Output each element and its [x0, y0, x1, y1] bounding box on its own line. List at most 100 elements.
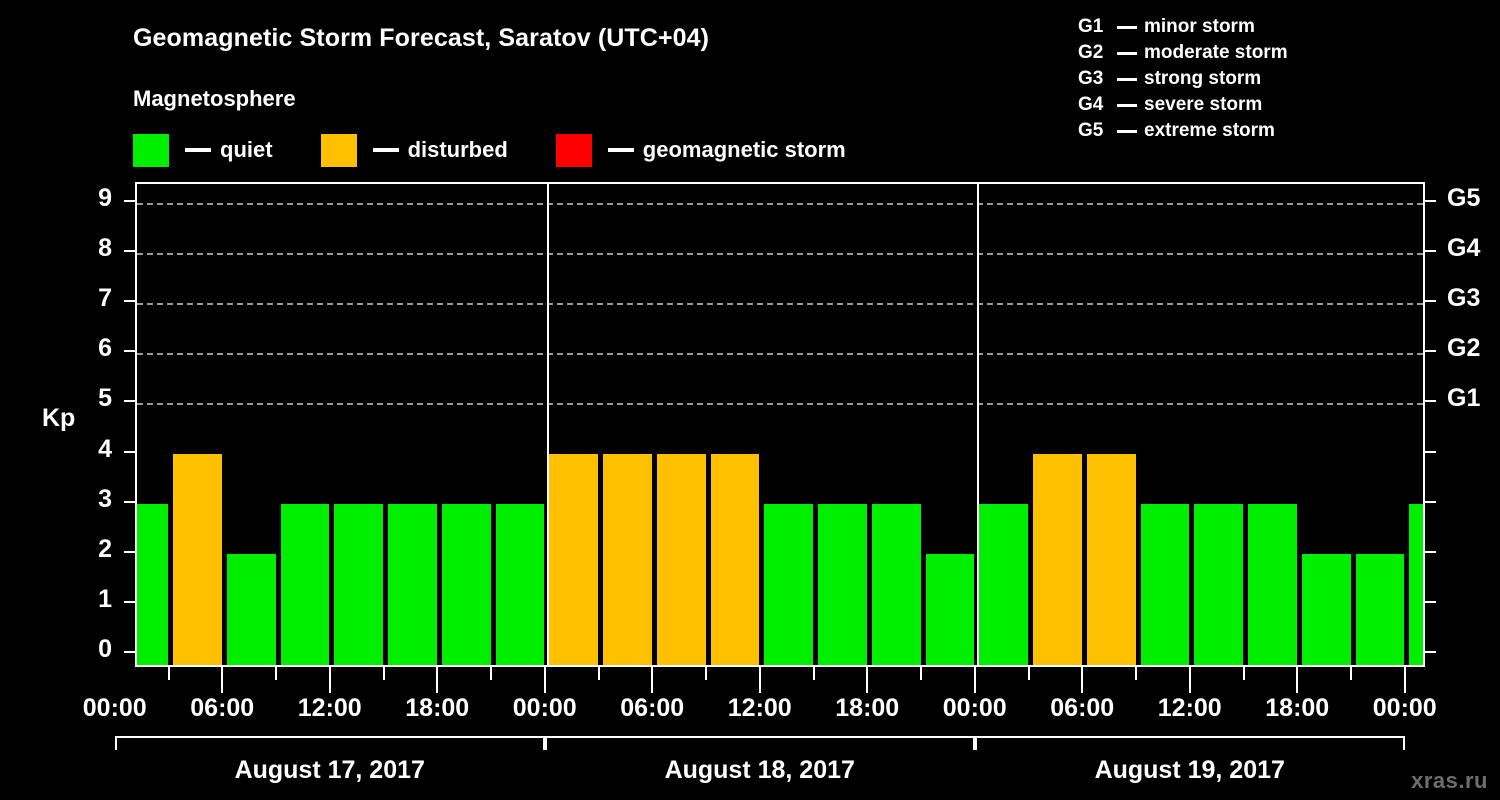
bar-Aug-19-12-00 [1194, 503, 1243, 665]
x-tick-8 [543, 667, 546, 693]
x-tick-24 [1403, 667, 1406, 693]
x-axis-label-4: 00:00 [512, 694, 577, 722]
bar-Aug-17-03-00 [173, 453, 222, 665]
g-scale-dash-icon [1117, 103, 1137, 107]
g-scale-row-G5: G5 extreme storm [1078, 118, 1288, 144]
right-axis-label-G1: G1 [1447, 384, 1481, 413]
bar-Aug-18-21-00 [925, 553, 975, 665]
x-tick-4 [328, 667, 331, 693]
y-axis-label-0: 0 [98, 635, 112, 663]
plot-inner [137, 184, 1423, 665]
day-label-3: August 19, 2017 [1094, 756, 1285, 784]
day-separator-1 [546, 184, 549, 665]
legend-entry-storm: geomagnetic storm [555, 133, 846, 167]
x-tick-14 [866, 667, 869, 693]
g-scale-dash-icon [1117, 77, 1137, 81]
g-scale-row-G4: G4 severe storm [1078, 92, 1288, 118]
x-tick-9 [597, 667, 600, 680]
x-tick-19 [1135, 667, 1137, 680]
right-axis-label-G2: G2 [1447, 334, 1481, 363]
g-scale-row-G1: G1 minor storm [1078, 14, 1288, 40]
day-label-1: August 17, 2017 [234, 756, 425, 784]
x-tick-10 [651, 667, 654, 693]
bar-Aug-19-00-00 [979, 503, 1028, 665]
g-scale-dash-icon [1117, 129, 1137, 133]
x-axis-label-2: 12:00 [297, 694, 362, 722]
y-tick-1 [124, 600, 135, 603]
y-axis-title: Kp [42, 404, 76, 433]
bar-Aug-19-21-00 [1355, 553, 1405, 665]
bar-Aug-17-21-00 [495, 503, 545, 665]
day-bracket-1 [114, 736, 545, 750]
g-scale-code-G4: G4 [1078, 94, 1104, 115]
day-bracket-2 [544, 736, 975, 750]
y-axis-label-8: 8 [98, 234, 112, 263]
bar-Aug-18-15-00 [818, 503, 867, 665]
watermark: xras.ru [1411, 768, 1488, 793]
gridline-kp-8 [137, 253, 1423, 256]
x-tick-5 [382, 667, 385, 680]
legend-label-disturbed: disturbed [407, 137, 508, 162]
x-tick-7 [490, 667, 492, 680]
g-scale-row-G2: G2 moderate storm [1078, 40, 1288, 66]
legend-entry-disturbed: disturbed [320, 133, 508, 167]
g-scale-code-G1: G1 [1078, 16, 1104, 37]
right-tick-kp-6 [1425, 350, 1436, 353]
disturbed-swatch [320, 133, 357, 167]
y-tick-0 [124, 651, 135, 653]
y-tick-5 [124, 400, 135, 403]
right-tick-kp-8 [1425, 250, 1436, 253]
y-tick-7 [124, 300, 135, 303]
right-axis-label-G5: G5 [1447, 184, 1481, 212]
x-axis-label-1: 06:00 [190, 694, 255, 722]
x-tick-15 [920, 667, 922, 680]
x-tick-2 [221, 667, 224, 693]
y-axis-label-5: 5 [98, 384, 112, 413]
bar-Aug-18-03-00 [603, 453, 652, 665]
y-tick-3 [124, 500, 135, 503]
x-axis-label-5: 06:00 [620, 694, 685, 722]
bar-Aug-17-06-00 [226, 553, 276, 665]
bar-Aug-17-12-00 [334, 503, 383, 665]
right-tick-kp-9 [1425, 200, 1436, 202]
x-tick-16 [973, 667, 976, 693]
legend-entry-quiet: quiet [133, 133, 273, 167]
day-bracket-3 [974, 736, 1405, 750]
bar-Aug-17-15-00 [388, 503, 437, 665]
g-scale-code-G3: G3 [1078, 68, 1104, 89]
y-tick-4 [124, 450, 135, 453]
right-tick-kp-5 [1425, 400, 1436, 403]
y-axis-label-7: 7 [98, 284, 112, 313]
right-axis-label-G3: G3 [1447, 284, 1481, 313]
x-tick-1 [167, 667, 170, 680]
y-tick-8 [124, 250, 135, 253]
legend-label-quiet: quiet [220, 137, 273, 162]
y-tick-9 [124, 200, 135, 202]
x-tick-23 [1350, 667, 1352, 680]
storm-swatch [555, 133, 592, 167]
x-tick-6 [436, 667, 439, 693]
bar-partial-right [1409, 503, 1423, 665]
x-tick-20 [1188, 667, 1191, 693]
x-tick-21 [1242, 667, 1245, 680]
legend-dash-icon [372, 148, 399, 152]
x-axis-label-0: 00:00 [82, 694, 147, 722]
x-axis-label-6: 12:00 [727, 694, 792, 722]
g-scale-dash-icon [1117, 25, 1137, 29]
x-axis-label-11: 18:00 [1265, 694, 1330, 722]
right-tick-kp-0 [1425, 651, 1436, 653]
x-tick-18 [1081, 667, 1084, 693]
bar-Aug-19-06-00 [1086, 453, 1136, 665]
g-scale-desc-G3: strong storm [1144, 68, 1262, 89]
g-scale-code-G2: G2 [1078, 42, 1104, 63]
bar-Aug-19-09-00 [1140, 503, 1190, 665]
bar-Aug-17-09-00 [280, 503, 330, 665]
gridline-kp-7 [137, 303, 1423, 306]
legend-dash-icon [607, 148, 634, 152]
x-tick-13 [812, 667, 815, 680]
right-tick-kp-3 [1425, 500, 1436, 503]
day-label-2: August 18, 2017 [664, 756, 855, 784]
day-separator-2 [976, 184, 979, 665]
legend-dash-icon [185, 148, 211, 152]
